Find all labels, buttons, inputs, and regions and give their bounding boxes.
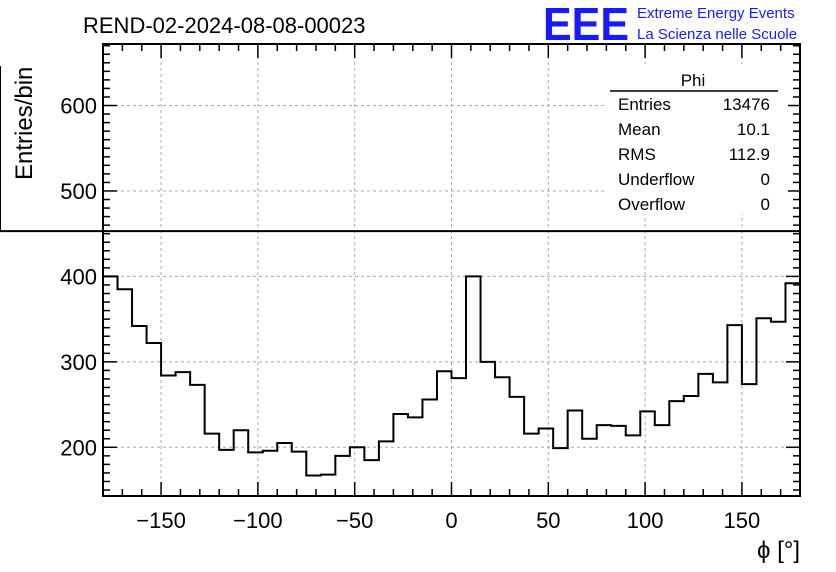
x-tick-label: 0 bbox=[445, 508, 457, 533]
stats-title: Phi bbox=[681, 71, 706, 90]
logo-line-2: La Scienza nelle Scuole bbox=[637, 26, 797, 43]
stats-row-label: Mean bbox=[618, 120, 661, 139]
x-tick-labels: −150 −100 −50 0 50 100 150 bbox=[136, 508, 760, 533]
y-tick-label: 500 bbox=[60, 179, 97, 204]
y-tick-label: 200 bbox=[60, 435, 97, 460]
stats-row-value: 0 bbox=[761, 195, 770, 214]
x-tick-label: 150 bbox=[724, 508, 761, 533]
x-tick-label: −50 bbox=[336, 508, 373, 533]
stats-row-value: 13476 bbox=[723, 95, 770, 114]
chart-title: REND-02-2024-08-08-00023 bbox=[83, 13, 366, 38]
y-tick-label: 600 bbox=[60, 94, 97, 119]
stats-row-value: 10.1 bbox=[737, 120, 770, 139]
x-tick-label: 100 bbox=[627, 508, 664, 533]
y-tick-label: 400 bbox=[60, 264, 97, 289]
logo-mark: EEE bbox=[543, 0, 629, 50]
stats-row-label: Entries bbox=[618, 95, 671, 114]
eee-logo: EEE Extreme Energy Events La Scienza nel… bbox=[543, 0, 797, 50]
stats-box: Phi Entries 13476 Mean 10.1 RMS 112.9 Underflo… bbox=[604, 64, 788, 214]
stats-row-value: 0 bbox=[761, 170, 770, 189]
stats-row-label: Overflow bbox=[618, 195, 686, 214]
stats-box-background bbox=[604, 64, 788, 214]
logo-line-1: Extreme Energy Events bbox=[637, 5, 795, 22]
histogram bbox=[0, 66, 801, 477]
x-tick-label: −150 bbox=[136, 508, 186, 533]
y-tick-labels: 200 300 400 500 600 bbox=[60, 94, 97, 461]
stats-row-label: RMS bbox=[618, 145, 656, 164]
stats-rows: Entries 13476 Mean 10.1 RMS 112.9 Underflow 0 Ov… bbox=[618, 95, 770, 214]
axis-ticks bbox=[102, 44, 801, 496]
y-tick-label: 300 bbox=[60, 350, 97, 375]
x-tick-label: −100 bbox=[233, 508, 283, 533]
x-axis-label: ϕ [°] bbox=[757, 537, 800, 564]
y-axis-label: Entries/bin bbox=[11, 67, 38, 180]
x-tick-label: 50 bbox=[536, 508, 560, 533]
stats-row-value: 112.9 bbox=[729, 145, 770, 164]
stats-row-label: Underflow bbox=[618, 170, 695, 189]
